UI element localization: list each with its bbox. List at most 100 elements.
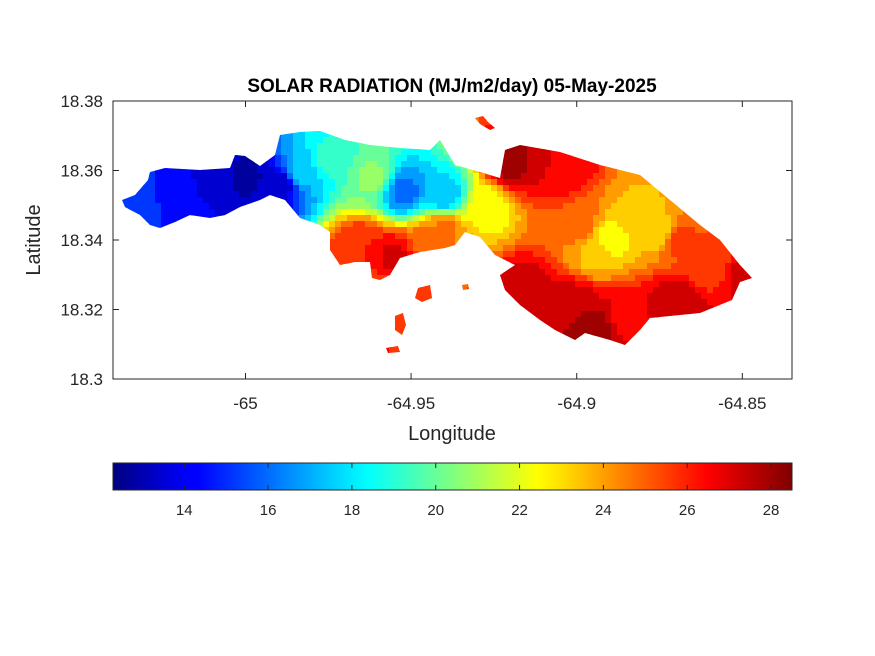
heat-cell: [659, 197, 666, 204]
heat-cell: [683, 227, 690, 234]
heat-cell: [515, 287, 522, 294]
heat-cell: [407, 227, 414, 234]
heat-cell: [647, 275, 654, 282]
heat-cell: [443, 149, 450, 156]
heat-cell: [731, 269, 738, 276]
heat-cell: [437, 173, 444, 180]
heat-cell: [539, 245, 546, 252]
heat-cell: [641, 185, 648, 192]
heat-cell: [605, 203, 612, 210]
heat-cell: [359, 161, 366, 168]
heat-cell: [329, 161, 336, 168]
heat-cell: [503, 239, 510, 246]
heat-cell: [557, 191, 564, 198]
heat-cell: [383, 221, 390, 228]
heat-cell: [521, 281, 528, 288]
heat-cell: [425, 203, 432, 210]
heat-cell: [527, 209, 534, 216]
heat-cell: [509, 239, 516, 246]
heat-cell: [623, 293, 630, 300]
heat-cell: [623, 269, 630, 276]
heat-cell: [659, 263, 666, 270]
heat-cell: [539, 293, 546, 300]
heat-cell: [509, 197, 516, 204]
heat-cell: [329, 149, 336, 156]
heat-cell: [617, 293, 624, 300]
heat-cell: [473, 215, 480, 222]
heat-cell: [635, 209, 642, 216]
heat-cell: [653, 215, 660, 222]
heat-cell: [539, 191, 546, 198]
heat-cell: [563, 275, 570, 282]
heat-cell: [707, 239, 714, 246]
heat-cell: [203, 179, 210, 186]
heat-cell: [167, 197, 174, 204]
heat-cell: [383, 185, 390, 192]
heat-cell: [329, 239, 336, 246]
heat-cell: [215, 179, 222, 186]
heat-cell: [599, 173, 606, 180]
heat-cell: [701, 293, 708, 300]
heat-cell: [629, 281, 636, 288]
heat-cell: [353, 239, 360, 246]
heat-cell: [593, 227, 600, 234]
heat-cell: [239, 155, 246, 162]
heat-cell: [641, 203, 648, 210]
heat-cell: [473, 116, 480, 120]
heat-cell: [425, 215, 432, 222]
heat-cell: [593, 215, 600, 222]
heat-cell: [443, 185, 450, 192]
heat-cell: [593, 221, 600, 228]
heat-cell: [521, 197, 528, 204]
heat-cell: [707, 287, 714, 294]
heat-cell: [461, 221, 468, 228]
heat-cell: [323, 161, 330, 168]
heat-cell: [467, 203, 474, 210]
heat-cell: [575, 173, 582, 180]
heat-cell: [653, 245, 660, 252]
heat-cell: [275, 143, 282, 150]
heat-cell: [335, 227, 342, 234]
heat-cell: [623, 239, 630, 246]
heat-cell: [653, 239, 660, 246]
heat-cell: [629, 329, 636, 336]
heat-cell: [527, 293, 534, 300]
heat-cell: [461, 209, 468, 216]
heat-cell: [605, 179, 612, 186]
heat-cell: [413, 149, 420, 156]
heat-cell: [671, 305, 678, 312]
heat-cell: [395, 317, 402, 324]
heat-cell: [365, 227, 372, 234]
heat-cell: [275, 185, 282, 192]
heat-cell: [683, 215, 690, 222]
heat-cell: [707, 245, 714, 252]
heat-cell: [335, 149, 342, 156]
heat-cell: [521, 155, 528, 162]
heat-cell: [221, 167, 228, 174]
heat-cell: [509, 161, 516, 168]
heat-cell: [209, 167, 216, 174]
heat-cell: [527, 251, 534, 258]
heat-cell: [545, 281, 552, 288]
heat-cell: [485, 125, 492, 132]
heat-cell: [215, 203, 222, 210]
heat-cell: [575, 305, 582, 312]
heat-cell: [239, 161, 246, 168]
heat-cell: [557, 311, 564, 318]
heat-cell: [491, 227, 498, 234]
heat-cell: [443, 191, 450, 198]
heat-cell: [485, 197, 492, 204]
heat-cell: [191, 185, 198, 192]
heat-cell: [581, 305, 588, 312]
heat-cell: [383, 203, 390, 210]
heat-cell: [689, 281, 696, 288]
heat-cell: [551, 149, 558, 156]
heat-cell: [569, 263, 576, 270]
heat-cell: [641, 311, 648, 318]
heat-cell: [317, 143, 324, 150]
heat-cell: [449, 233, 456, 240]
heat-cell: [611, 299, 618, 306]
heat-cell: [401, 239, 408, 246]
heat-cell: [569, 239, 576, 246]
heat-cell: [179, 203, 186, 210]
